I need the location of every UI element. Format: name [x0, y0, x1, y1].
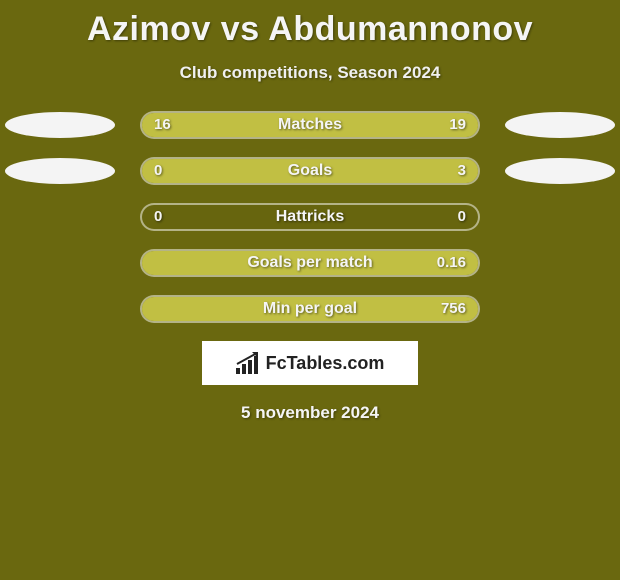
- player-right-oval: [505, 158, 615, 184]
- metric-row: 1619Matches: [0, 111, 620, 139]
- page-subtitle: Club competitions, Season 2024: [0, 63, 620, 83]
- metric-row: 0.16Goals per match: [0, 249, 620, 277]
- page-title: Azimov vs Abdumannonov: [0, 0, 620, 49]
- metric-row: 00Hattricks: [0, 203, 620, 231]
- comparison-bar: 756Min per goal: [140, 295, 480, 323]
- logo-box: FcTables.com: [202, 341, 418, 385]
- footer-date: 5 november 2024: [0, 403, 620, 423]
- comparison-bars: 1619Matches 03Goals 00Hattricks 0.16Goals p…: [0, 111, 620, 323]
- metric-label: Goals per match: [142, 251, 478, 275]
- comparison-bar: 03Goals: [140, 157, 480, 185]
- metric-label: Goals: [142, 159, 478, 183]
- metric-row: 03Goals: [0, 157, 620, 185]
- metric-row: 756Min per goal: [0, 295, 620, 323]
- metric-label: Hattricks: [142, 205, 478, 229]
- comparison-bar: 00Hattricks: [140, 203, 480, 231]
- metric-label: Min per goal: [142, 297, 478, 321]
- comparison-bar: 0.16Goals per match: [140, 249, 480, 277]
- barchart-arrow-icon: [236, 352, 260, 374]
- player-left-oval: [5, 112, 115, 138]
- logo-text: FcTables.com: [266, 353, 385, 374]
- player-left-oval: [5, 158, 115, 184]
- metric-label: Matches: [142, 113, 478, 137]
- comparison-bar: 1619Matches: [140, 111, 480, 139]
- player-right-oval: [505, 112, 615, 138]
